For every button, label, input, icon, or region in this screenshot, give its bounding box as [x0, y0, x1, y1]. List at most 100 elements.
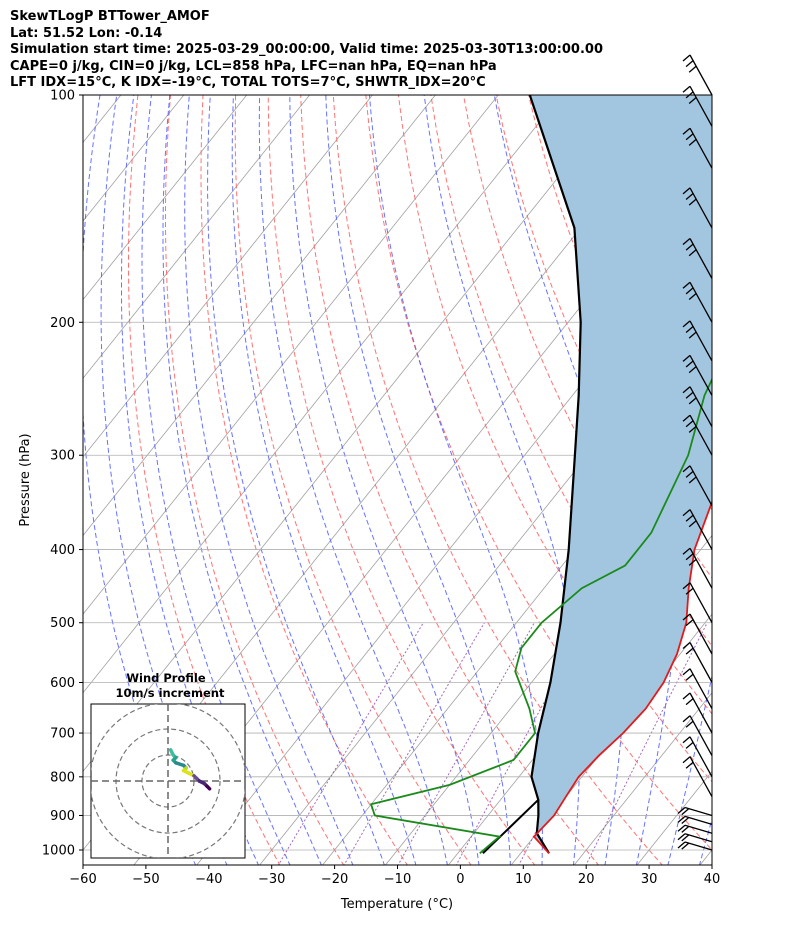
wind-profile-title: Wind Profile [126, 671, 206, 685]
wind-profile-inset: Wind Profile 10m/s increment [90, 671, 246, 859]
dry-adiabat-line [789, 95, 794, 866]
wind-barb [682, 85, 713, 127]
location-line: Lat: 51.52 Lon: -0.14 [10, 25, 163, 41]
wind-barb [677, 815, 713, 826]
wind-barb [682, 509, 713, 550]
y-tick-label: 600 [50, 676, 75, 691]
wind-barb [682, 547, 713, 589]
wind-profile-subtitle: 10m/s increment [116, 686, 225, 700]
moist-adiabat-line [141, 95, 291, 865]
moist-adiabat-line [162, 95, 322, 865]
parcel-lower-segment [482, 799, 539, 855]
figure-title-block: SkewTLogP BTTower_AMOF Lat: 51.52 Lon: -… [10, 9, 603, 92]
y-tick-label: 800 [50, 770, 75, 785]
x-tick-label: −10 [384, 872, 411, 887]
wind-barb [682, 386, 713, 428]
dry-adiabat-line [165, 95, 345, 865]
isotherm-line [83, 95, 310, 379]
wind-barbs [677, 54, 713, 851]
y-tick-label: 1000 [42, 844, 75, 859]
wind-barb [682, 582, 713, 624]
y-tick-label: 500 [50, 616, 75, 631]
y-tick-label: 200 [50, 316, 75, 331]
x-axis-ticks: −60 −50 −40 −30 −20 −10 0 10 20 30 40 [69, 865, 720, 887]
dry-adiabat-line [128, 95, 281, 865]
moist-adiabat-line [698, 817, 712, 865]
simulation-times-line: Simulation start time: 2025-03-29_00:00:… [10, 42, 603, 57]
wind-barb [682, 692, 713, 734]
wind-barb [682, 756, 713, 798]
dry-adiabat-line [332, 95, 663, 865]
temperature-profile-line [532, 499, 712, 854]
mixing-ratio-line [343, 622, 485, 865]
wind-barb [682, 320, 713, 362]
wind-barb [677, 833, 713, 843]
hodograph-trace [168, 748, 212, 791]
y-tick-label: 700 [50, 727, 75, 742]
moist-adiabat-line [207, 95, 385, 865]
parcel-profile-line [528, 95, 582, 854]
dry-adiabat-line [430, 95, 712, 715]
moist-adiabat-line [289, 95, 480, 865]
dewpoint-profile-line [369, 377, 712, 854]
hodograph-segment [205, 784, 212, 791]
moist-adiabat-line [231, 95, 417, 865]
wind-barb [677, 824, 713, 834]
dry-adiabat-line [757, 95, 794, 866]
x-tick-label: 30 [641, 872, 658, 887]
wind-barb [682, 715, 713, 757]
x-tick-label: −20 [321, 872, 348, 887]
y-tick-label: 300 [50, 449, 75, 464]
isotherm-line [573, 692, 712, 865]
wind-barb [682, 668, 713, 710]
isotherm-line [83, 95, 248, 301]
wind-barb [682, 281, 713, 323]
isotherm-line [83, 95, 499, 615]
wind-barb [677, 841, 713, 851]
isotherm-line [83, 95, 562, 694]
wind-barb [677, 806, 713, 817]
x-tick-label: −40 [195, 872, 222, 887]
x-tick-label: 0 [456, 872, 464, 887]
moist-adiabat-line [369, 95, 543, 865]
stability-indices-line-2: LFT IDX=15°C, K IDX=-19°C, TOTAL TOTS=7°… [10, 75, 486, 90]
x-tick-label: 10 [515, 872, 532, 887]
isotherm-line [83, 95, 373, 458]
isotherm-line [259, 298, 712, 865]
wind-barb [682, 354, 713, 396]
wind-barb [682, 736, 713, 778]
wind-barb [682, 127, 713, 169]
wind-barb [682, 642, 713, 683]
isotherm-line [83, 95, 436, 537]
wind-barb [682, 414, 713, 456]
moist-adiabat-line [325, 95, 511, 865]
moist-adiabat-line [184, 95, 354, 865]
x-tick-label: −50 [132, 872, 159, 887]
cape-shading [529, 95, 712, 854]
wind-barb [682, 465, 713, 507]
dry-adiabat-line [724, 95, 794, 866]
x-axis-label: Temperature (°C) [340, 897, 453, 912]
wind-barb [682, 238, 713, 279]
wind-barb [682, 613, 713, 655]
isotherm-line [699, 849, 712, 865]
wind-barb [682, 54, 713, 96]
x-tick-label: 20 [578, 872, 595, 887]
x-tick-label: −30 [258, 872, 285, 887]
y-tick-label: 900 [50, 809, 75, 824]
y-tick-label: 400 [50, 543, 75, 558]
mixing-ratio-line [397, 622, 535, 865]
dry-adiabat-line [234, 95, 472, 865]
y-axis-ticks: 1000 900 800 700 600 500 400 300 200 100 [42, 89, 83, 859]
isotherm-line [762, 95, 794, 866]
wind-barb [682, 187, 713, 229]
figure-title: SkewTLogP BTTower_AMOF [10, 9, 210, 24]
y-tick-label: 100 [50, 89, 75, 104]
x-tick-label: 40 [704, 872, 721, 887]
stability-indices-line-1: CAPE=0 j/kg, CIN=0 j/kg, LCL=858 hPa, LF… [10, 58, 497, 74]
dry-adiabat-line [200, 95, 408, 865]
x-tick-label: −60 [69, 872, 96, 887]
dry-adiabat-line [267, 95, 536, 865]
mixing-ratio-line [585, 622, 708, 865]
